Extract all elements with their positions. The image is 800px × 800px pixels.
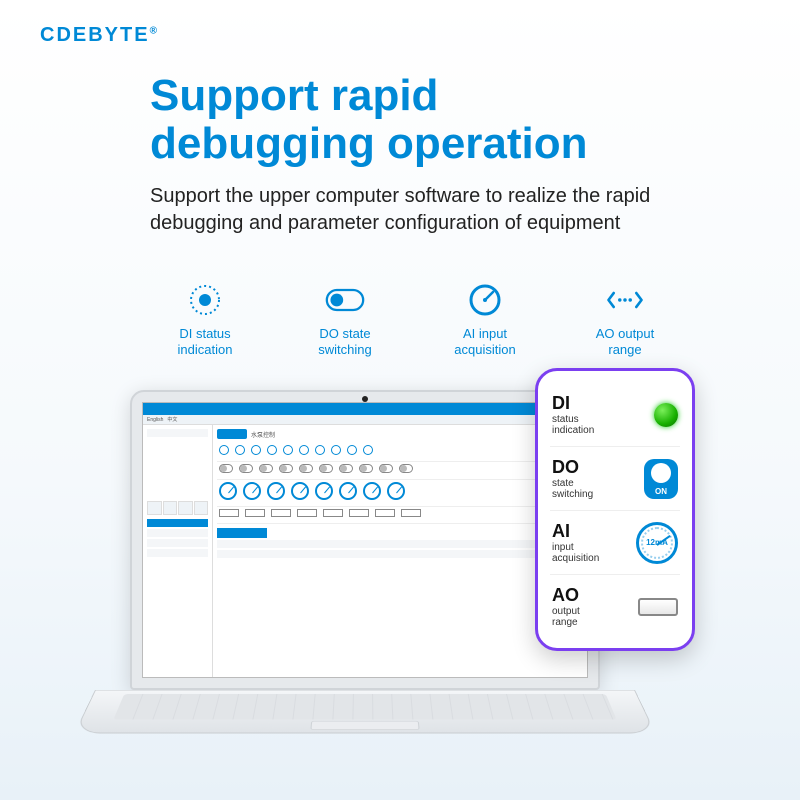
toggle-icon xyxy=(325,280,365,320)
headline-sub: Support the upper computer software to r… xyxy=(150,183,670,237)
app-screenshot: English中文▭ 水泵控制 xyxy=(142,402,588,678)
range-icon xyxy=(605,280,645,320)
headline-block: Support rapid debugging operation Suppor… xyxy=(150,72,670,237)
gauge-icon: 12mA xyxy=(636,522,678,564)
callout-di: DI statusindication xyxy=(550,383,680,446)
callout-panel: DI statusindication DO stateswitching ON… xyxy=(535,368,695,651)
gauge-icon xyxy=(465,280,505,320)
feat-di: DI status indication xyxy=(160,280,250,357)
feature-row: DI status indication DO state switching … xyxy=(160,280,670,357)
led-icon xyxy=(654,403,678,427)
dotted-circle-icon xyxy=(185,280,225,320)
laptop-keyboard xyxy=(74,690,656,733)
callout-do: DO stateswitching ON xyxy=(550,446,680,510)
laptop-mockup: English中文▭ 水泵控制 xyxy=(130,390,600,760)
toggle-on-icon: ON xyxy=(644,459,678,499)
callout-ai: AI inputacquisition 12mA xyxy=(550,510,680,574)
brand-logo: CDEBYTE® xyxy=(40,24,159,47)
camera-dot xyxy=(362,396,368,402)
callout-ao: AO outputrange xyxy=(550,574,680,638)
feat-do: DO state switching xyxy=(300,280,390,357)
feat-ai: AI input acquisition xyxy=(440,280,530,357)
feat-ao: AO output range xyxy=(580,280,670,357)
range-box-icon xyxy=(638,598,678,616)
headline-title: Support rapid debugging operation xyxy=(150,72,670,169)
